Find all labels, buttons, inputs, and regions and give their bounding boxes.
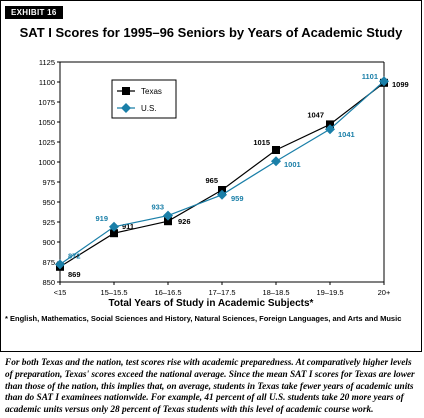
us-marker	[55, 259, 65, 270]
footnote: * English, Mathematics, Social Sciences …	[5, 314, 401, 323]
legend-label: Texas	[141, 87, 162, 96]
legend-marker-diamond	[121, 103, 131, 113]
y-tick-label: 875	[42, 258, 55, 267]
data-label: 911	[122, 222, 134, 231]
x-tick-label: 18–18.5	[262, 288, 289, 297]
chart-axes: 850 875 900 925 950 975 1000 1025 1050 1075 1100 11…	[38, 58, 391, 297]
y-tick-label: 1050	[38, 118, 55, 127]
data-label: 1001	[284, 160, 301, 169]
data-label: 1015	[253, 138, 270, 147]
y-tick-label: 950	[42, 198, 55, 207]
y-tick-label: 900	[42, 238, 55, 247]
y-tick-label: 850	[42, 278, 55, 287]
us-marker	[163, 210, 173, 221]
chart-title: SAT I Scores for 1995–96 Seniors by Year…	[19, 25, 403, 40]
x-tick-label: 16–16.5	[154, 288, 181, 297]
y-tick-label: 1125	[39, 58, 55, 67]
line-chart: 850 875 900 925 950 975 1000 1025 1050 1075 1100 11…	[5, 58, 409, 323]
us-marker	[379, 76, 389, 87]
exhibit-label: EXHIBIT 16	[5, 6, 63, 19]
texas-marker	[272, 146, 280, 154]
legend-marker-square	[122, 87, 130, 95]
data-label: 965	[205, 176, 218, 185]
series-line-0	[59, 82, 385, 268]
y-tick-label: 1000	[38, 158, 55, 167]
x-axis-label: Total Years of Study in Academic Subject…	[109, 298, 314, 309]
chart-legend: Texas U.S.	[111, 79, 177, 119]
x-tick-label: 15–15.5	[100, 288, 127, 297]
data-label: 1047	[307, 110, 324, 119]
x-tick-label: 19–19.5	[316, 288, 343, 297]
us-marker	[109, 221, 119, 232]
data-label: 959	[231, 194, 244, 203]
exhibit-frame	[0, 0, 422, 352]
us-marker	[325, 124, 335, 135]
caption-text: For both Texas and the nation, test scor…	[5, 358, 415, 416]
y-tick-label: 925	[42, 218, 55, 227]
legend-label: U.S.	[141, 104, 157, 113]
data-label: 933	[151, 203, 164, 212]
chart-series: 869 911 926 965 1015 1047 1099 872 919 933 959 1001…	[55, 72, 409, 279]
y-tick-label: 1025	[38, 138, 55, 147]
data-label: 926	[178, 217, 191, 226]
data-label: 1041	[338, 130, 355, 139]
data-label: 1101	[362, 72, 378, 81]
y-tick-label: 975	[42, 178, 55, 187]
texas-marker	[164, 217, 172, 226]
data-label: 872	[68, 251, 81, 260]
data-label: 919	[95, 214, 108, 223]
texas-marker	[110, 229, 118, 238]
data-label: 1099	[392, 80, 409, 89]
x-tick-label: 17–17.5	[208, 288, 235, 297]
legend-box	[111, 79, 177, 119]
data-label: 869	[68, 270, 81, 279]
x-tick-label: <15	[54, 288, 67, 297]
y-tick-label: 1100	[39, 78, 55, 87]
y-tick-label: 1075	[38, 98, 55, 107]
us-marker	[217, 189, 227, 200]
us-marker	[271, 156, 281, 167]
x-tick-label: 20+	[378, 288, 391, 297]
